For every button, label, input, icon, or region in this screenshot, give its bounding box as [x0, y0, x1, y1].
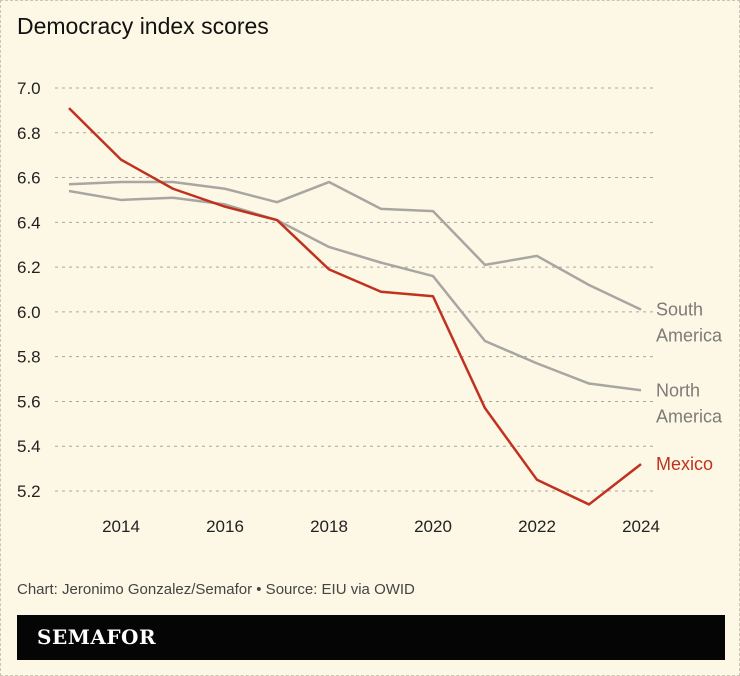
series-label: America: [656, 326, 723, 346]
x-tick-label: 2022: [518, 517, 556, 536]
y-tick-label: 5.6: [17, 392, 41, 411]
series-label: North: [656, 380, 700, 400]
y-tick-label: 6.2: [17, 258, 41, 277]
series-line-mexico: [68, 107, 642, 506]
y-tick-label: 5.4: [17, 437, 41, 456]
series-line-south-america: [68, 180, 642, 311]
x-tick-label: 2014: [102, 517, 140, 536]
x-tick-label: 2024: [622, 517, 660, 536]
chart-title: Democracy index scores: [17, 13, 269, 39]
y-tick-label: 6.0: [17, 303, 41, 322]
x-tick-label: 2020: [414, 517, 452, 536]
series-line-north-america: [68, 189, 642, 392]
y-tick-label: 6.4: [17, 213, 41, 232]
series-label: Mexico: [656, 454, 713, 474]
y-tick-label: 5.8: [17, 348, 41, 367]
y-tick-label: 7.0: [17, 79, 41, 98]
brand-footer: SEMAFOR: [17, 615, 725, 660]
x-tick-label: 2016: [206, 517, 244, 536]
y-tick-label: 6.8: [17, 124, 41, 143]
y-tick-label: 6.6: [17, 169, 41, 188]
semafor-logo: SEMAFOR: [37, 625, 157, 649]
x-tick-label: 2018: [310, 517, 348, 536]
line-chart: 5.2 5.4 5.6 5.8 6.0 6.2 6.4 6.6 6.8 7.0 2014 2016 20…: [17, 79, 723, 536]
source-note: Chart: Jeronimo Gonzalez/Semafor • Sourc…: [17, 581, 415, 598]
series-label: South: [656, 300, 703, 320]
series-label: America: [656, 406, 723, 426]
y-tick-label: 5.2: [17, 482, 41, 501]
